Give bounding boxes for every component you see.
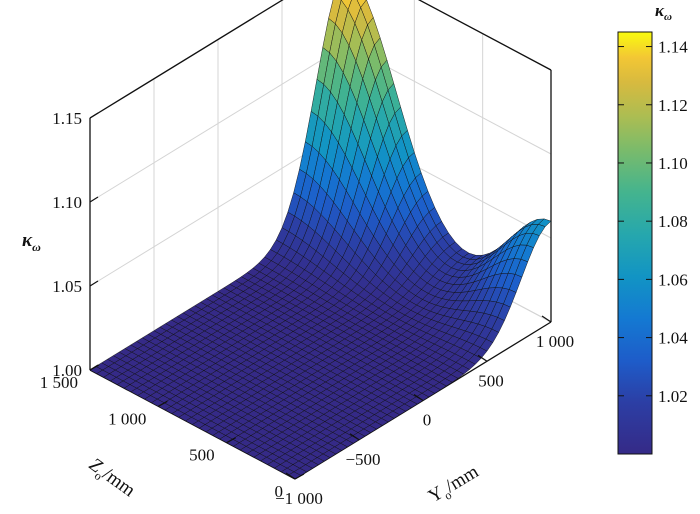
x-tick-label-4: 1 000 [536,332,574,351]
z-tick-2 [89,196,99,203]
y-tick-3 [89,364,100,371]
y-tick-label-1: 500 [189,446,215,465]
z-tick-label-1: 1.05 [52,277,82,296]
colorbar-tick-label-0: 1.02 [658,387,688,406]
x-axis-title: Yo/mm [425,461,484,510]
x-tick-4 [541,315,552,323]
y-tick-label-2: 1 000 [108,409,146,428]
colorbar-tick-label-2: 1.06 [658,270,688,289]
colorbar-tick-label-3: 1.08 [658,212,688,231]
z-tick-label-0: 1.00 [52,361,82,380]
y-tick-1 [226,437,236,444]
z-axis-title: κω [22,230,41,254]
colorbar-tick-label-5: 1.12 [658,96,688,115]
surface-mesh [89,0,552,480]
z-axis-title-sub: ω [32,240,41,254]
colorbar-tick-label-4: 1.10 [658,154,688,173]
colorbar-tick-label-6: 1.14 [658,38,688,57]
y-tick-0 [294,473,305,480]
x-tick-label-1: −500 [345,450,380,469]
colorbar-tick-label-1: 1.04 [658,329,688,348]
box-edge-top-back [89,0,284,119]
colorbar [617,31,653,455]
x-tick-label-0: −1 000 [275,489,323,508]
box-edge-top-right [417,0,552,71]
y-tick-2 [158,400,168,407]
z-tick-label-3: 1.15 [52,109,82,128]
colorbar-ticks: 1.02 1.04 1.06 1.08 1.10 1.12 1.14 [618,38,688,406]
y-tick-label-0: 0 [275,482,284,501]
y-axis-title: Zo/mm [83,454,139,504]
z-tick-1 [89,280,99,287]
x-tick-label-2: 0 [423,411,432,430]
x-tick-1 [349,433,360,441]
y-tick-label-3: 1 500 [40,373,78,392]
x-tick-0 [285,472,296,480]
z-tick-label-2: 1.10 [52,193,82,212]
colorbar-title: κω [655,1,672,23]
tick-layer: 1.00 1.05 1.10 1.15 0 500 1 000 1 500 −1 000 −500… [40,109,574,508]
x-tick-2 [413,394,424,401]
z-tick-3 [89,112,99,119]
x-tick-3 [477,354,488,362]
x-tick-label-3: 500 [478,371,504,390]
